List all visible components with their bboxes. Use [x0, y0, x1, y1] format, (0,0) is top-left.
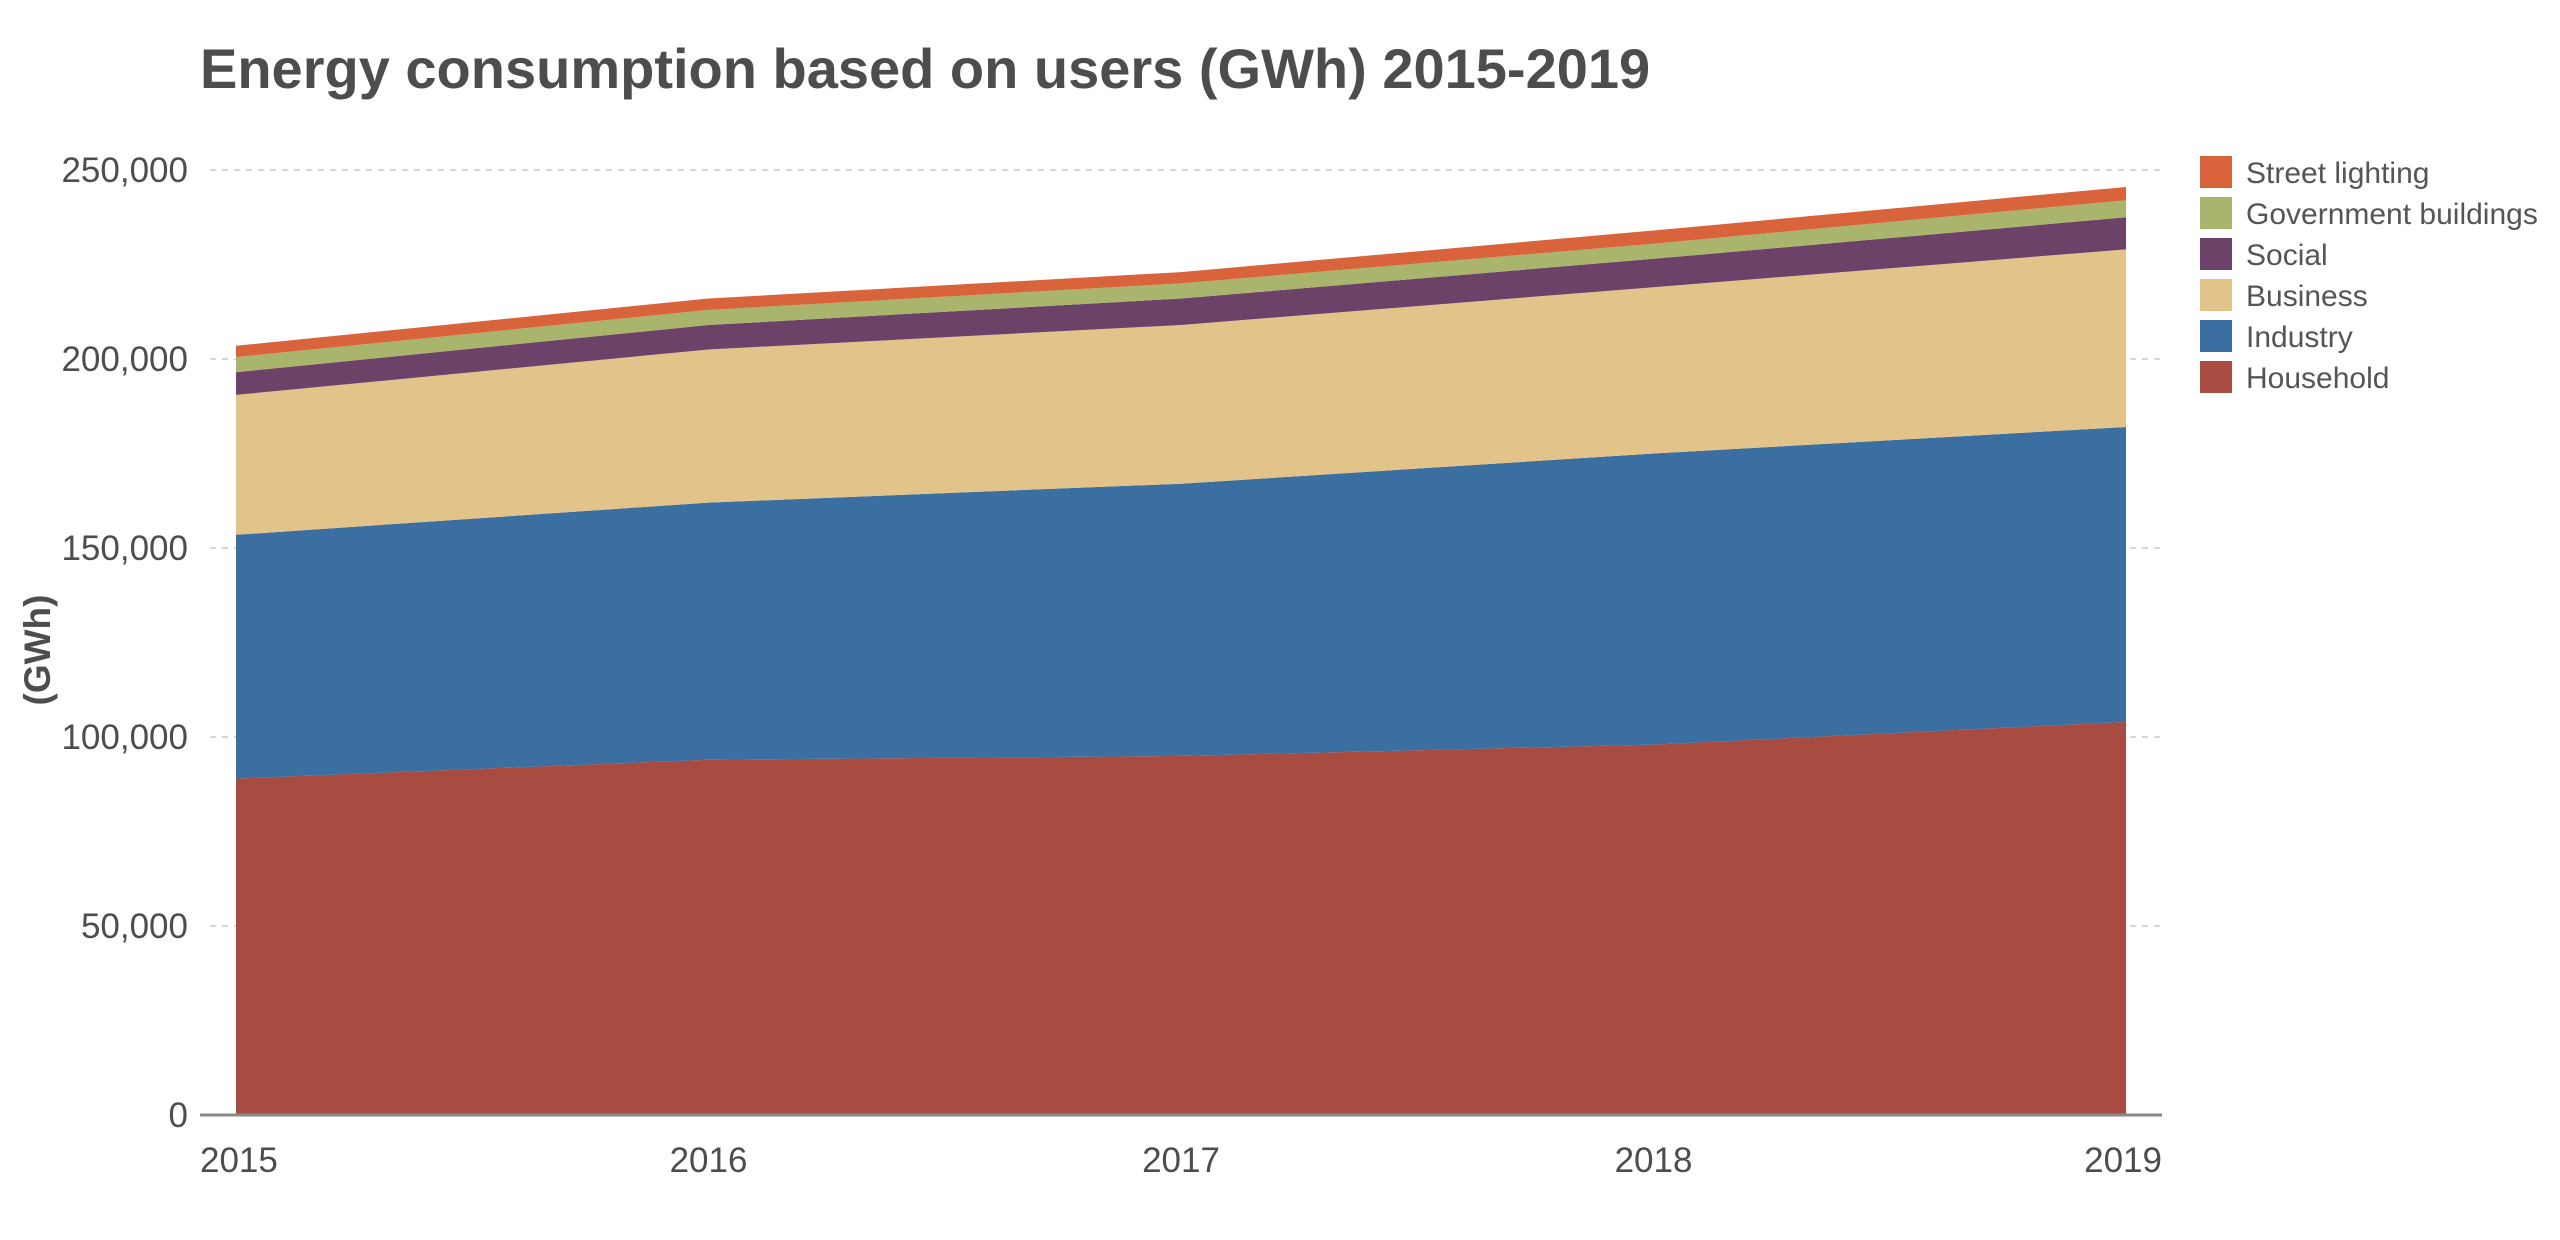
- area-social: [236, 217, 2126, 395]
- legend-label-social: Social: [2246, 239, 2328, 272]
- legend-swatch-household: [2200, 361, 2232, 393]
- legend-swatch-government-buildings: [2200, 197, 2232, 229]
- x-tick-label: 2017: [1142, 1141, 1220, 1180]
- legend-label-business: Business: [2246, 280, 2368, 313]
- y-tick-label: 100,000: [61, 718, 188, 757]
- area-industry: [236, 427, 2126, 779]
- chart-title: Energy consumption based on users (GWh) …: [200, 37, 1650, 100]
- legend-swatch-business: [2200, 279, 2232, 311]
- legend-swatch-street-lighting: [2200, 156, 2232, 188]
- y-tick-label: 200,000: [61, 340, 188, 379]
- area-household: [236, 721, 2126, 1115]
- y-tick-label: 250,000: [61, 151, 188, 190]
- area-business: [236, 249, 2126, 535]
- legend-label-household: Household: [2246, 362, 2389, 395]
- legend: Street lighting Government buildings Socia…: [2200, 156, 2538, 395]
- legend-swatch-industry: [2200, 320, 2232, 352]
- y-tick-label: 150,000: [61, 529, 188, 568]
- y-tick-label: 50,000: [81, 907, 188, 946]
- y-axis-ticks: 0 50,000 100,000 150,000 200,000 250,000: [61, 151, 188, 1135]
- y-axis-label: (GWh): [17, 595, 58, 706]
- x-tick-label: 2016: [670, 1141, 748, 1180]
- x-tick-label: 2019: [2084, 1141, 2162, 1180]
- stacked-areas: [236, 187, 2126, 1115]
- x-tick-label: 2015: [200, 1141, 278, 1180]
- legend-label-street-lighting: Street lighting: [2246, 157, 2429, 190]
- x-axis-ticks: 2015 2016 2017 2018 2019: [200, 1141, 2162, 1180]
- x-tick-label: 2018: [1615, 1141, 1693, 1180]
- y-tick-label: 0: [169, 1096, 188, 1135]
- legend-swatch-social: [2200, 238, 2232, 270]
- legend-label-industry: Industry: [2246, 321, 2353, 354]
- legend-label-government-buildings: Government buildings: [2246, 198, 2538, 231]
- area-government-buildings: [236, 200, 2126, 373]
